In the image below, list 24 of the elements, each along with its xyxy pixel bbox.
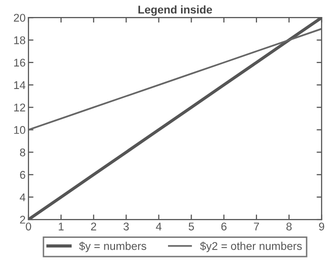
x-tick-label: 5 — [188, 222, 194, 230]
y-tick-label: 4 — [20, 193, 26, 202]
x-tick-label: 8 — [286, 222, 292, 230]
y-tick-label: 2 — [20, 216, 26, 224]
x-tick-label: 4 — [156, 222, 162, 230]
x-tick-label: 2 — [91, 222, 96, 230]
chart-title: Legend inside — [138, 5, 212, 16]
y-tick-label: 12 — [14, 104, 26, 112]
y-tick-label: 14 — [14, 81, 26, 89]
x-tick-label: 0 — [26, 222, 32, 230]
legend-label: $y = numbers — [79, 242, 146, 252]
line-series — [28, 28, 322, 131]
x-tick-label: 6 — [221, 222, 226, 230]
x-tick-label: 7 — [254, 222, 259, 230]
y-tick-label: 8 — [20, 148, 26, 156]
x-tick-label: 3 — [124, 222, 129, 230]
y-tick-label: 10 — [14, 126, 26, 134]
y-tick-label: 18 — [14, 36, 26, 44]
y-tick-label: 6 — [20, 170, 26, 179]
y-tick-label: 20 — [14, 14, 26, 22]
y-tick-label: 16 — [14, 58, 26, 67]
x-tick-label: 9 — [319, 222, 324, 230]
legend-label: $y2 = other numbers — [200, 242, 302, 252]
x-tick-label: 1 — [58, 222, 64, 230]
